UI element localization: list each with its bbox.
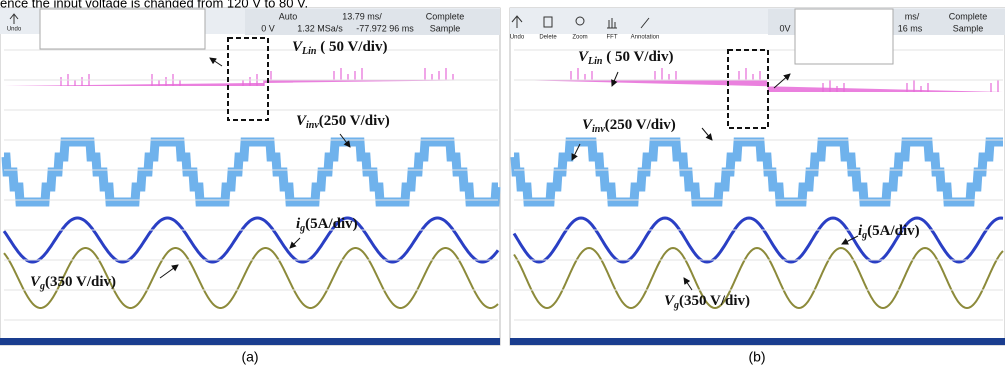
- undo-button[interactable]: Undo: [510, 35, 525, 41]
- trigger-level: 0 V: [261, 23, 275, 33]
- trigger-mode: Auto: [279, 11, 298, 21]
- subscript: inv: [592, 124, 605, 135]
- channel-bar: [0, 338, 500, 345]
- fft-button[interactable]: FFT: [607, 35, 618, 41]
- scale: (250 V/div): [319, 113, 390, 129]
- channel-bar: [510, 338, 1005, 345]
- delete-button[interactable]: Delete: [539, 35, 557, 41]
- sample-rate: 1.32 MSa/s: [297, 23, 343, 33]
- scale: ( 50 V/div): [602, 49, 673, 65]
- panel-caption: (b): [748, 349, 765, 365]
- panel-caption: (a): [241, 349, 258, 365]
- scale: (350 V/div): [679, 293, 750, 309]
- undo-button[interactable]: Undo: [7, 27, 22, 33]
- inset: [40, 9, 205, 49]
- page: {"caption_top": "ence the input voltage …: [0, 0, 1005, 368]
- screen: [0, 8, 500, 345]
- figure: ence the input voltage is changed from 1…: [0, 0, 1005, 368]
- zoom-button[interactable]: Zoom: [572, 35, 587, 41]
- subscript: inv: [306, 120, 319, 131]
- ig-label: ig(5A/div): [858, 223, 920, 241]
- acq-mode: Sample: [953, 23, 984, 33]
- timebase: ms/: [905, 11, 920, 21]
- delay: 16 ms: [898, 23, 923, 33]
- scale: (5A/div): [867, 223, 920, 239]
- scale: (250 V/div): [605, 117, 676, 133]
- timebase: 13.79 ms/: [342, 11, 382, 21]
- inset: [795, 9, 893, 64]
- trigger-level: 0V: [779, 23, 790, 33]
- scale: (350 V/div): [45, 274, 116, 290]
- scope-panel-b: Undo Delete Zoom FFT Annotation ms/ Comp…: [510, 8, 1005, 345]
- subscript: Lin: [301, 46, 317, 57]
- scale: (5A/div): [305, 216, 358, 232]
- scale: ( 50 V/div): [316, 39, 387, 55]
- ig-label: ig(5A/div): [296, 216, 358, 234]
- status: Complete: [426, 11, 465, 21]
- annotation-button[interactable]: Annotation: [631, 35, 660, 41]
- status: Complete: [949, 11, 988, 21]
- scope-panel-a: Undo Auto 13.79 ms/ Complete 0 V 1.32 MS…: [0, 8, 500, 345]
- acq-mode: Sample: [430, 23, 461, 33]
- subscript: Lin: [587, 56, 603, 67]
- delay: -77.972 96 ms: [356, 23, 414, 33]
